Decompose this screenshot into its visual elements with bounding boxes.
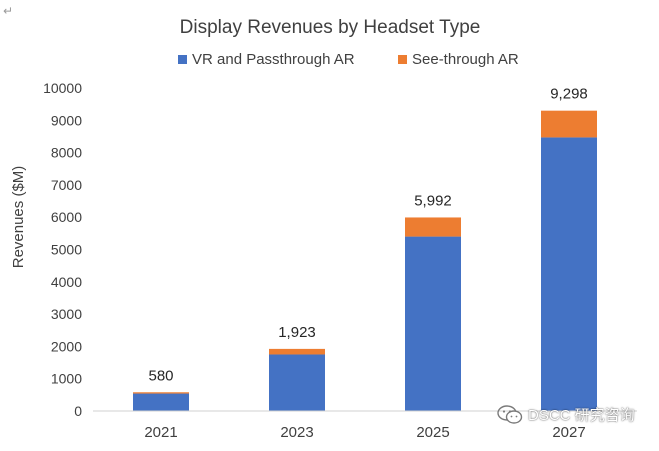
y-tick-label: 6000 bbox=[51, 209, 82, 225]
bar-2021-vr-passthrough-ar bbox=[133, 393, 189, 411]
legend-vr-passthrough-ar: VR and Passthrough AR bbox=[178, 51, 355, 68]
legend: VR and Passthrough AR See-through AR bbox=[178, 51, 519, 68]
y-tick-label: 9000 bbox=[51, 112, 82, 128]
y-axis-label: Revenues ($M) bbox=[10, 166, 27, 269]
bar-2025-see-through-ar bbox=[405, 217, 461, 237]
watermark: DSCC 研究咨询 bbox=[497, 404, 635, 425]
legend-see-through-ar: See-through AR bbox=[398, 51, 519, 68]
y-tick-label: 4000 bbox=[51, 274, 82, 290]
x-tick-label: 2023 bbox=[280, 424, 313, 441]
y-tick-label: 3000 bbox=[51, 306, 82, 322]
chart-title: Display Revenues by Headset Type bbox=[180, 17, 481, 38]
bar-2021-see-through-ar bbox=[133, 392, 189, 394]
total-label: 5,992 bbox=[414, 192, 452, 209]
x-tick-label: 2021 bbox=[144, 424, 177, 441]
watermark-text: DSCC 研究咨询 bbox=[528, 407, 635, 424]
legend-label: VR and Passthrough AR bbox=[192, 51, 355, 68]
return-mark: ↵ bbox=[3, 4, 14, 18]
y-tick-label: 7000 bbox=[51, 177, 82, 193]
legend-label: See-through AR bbox=[412, 51, 519, 68]
y-tick-label: 5000 bbox=[51, 242, 82, 258]
x-tick-label: 2027 bbox=[552, 424, 585, 441]
legend-swatch bbox=[398, 55, 407, 64]
x-axis-ticks: 2021 2023 2025 2027 bbox=[144, 424, 585, 441]
bar-2023-see-through-ar bbox=[269, 348, 325, 355]
bar-2025-vr-passthrough-ar bbox=[405, 236, 461, 411]
total-label: 1,923 bbox=[278, 324, 316, 341]
y-tick-label: 2000 bbox=[51, 338, 82, 354]
total-labels: 580 1,923 5,992 9,298 bbox=[148, 86, 587, 385]
bars bbox=[133, 110, 597, 411]
wechat-icon bbox=[497, 404, 523, 424]
bar-2027-vr-passthrough-ar bbox=[541, 137, 597, 411]
y-tick-label: 1000 bbox=[51, 371, 82, 387]
total-label: 580 bbox=[148, 367, 173, 384]
x-tick-label: 2025 bbox=[416, 424, 449, 441]
legend-swatch bbox=[178, 55, 187, 64]
y-axis-ticks: 0 1000 2000 3000 4000 5000 6000 7000 8000 9000 100… bbox=[43, 80, 82, 419]
y-tick-label: 10000 bbox=[43, 80, 82, 96]
bar-2023-vr-passthrough-ar bbox=[269, 354, 325, 411]
y-tick-label: 8000 bbox=[51, 145, 82, 161]
bar-2027-see-through-ar bbox=[541, 110, 597, 138]
y-tick-label: 0 bbox=[74, 403, 82, 419]
total-label: 9,298 bbox=[550, 86, 588, 103]
